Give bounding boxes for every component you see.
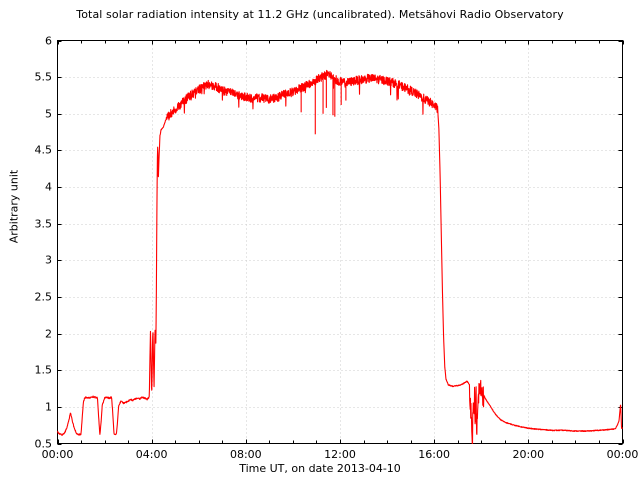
y-axis-tick-labels: 0.5 1 1.5 2 2.5 3 3.5 4 4.5 5 5.5 6 [0, 0, 53, 480]
x-tick-label: 08:00 [229, 448, 262, 461]
plot-frame [57, 40, 623, 444]
x-tick-label: 04:00 [135, 448, 168, 461]
y-tick-label: 5 [45, 107, 52, 121]
x-axis-label: Time UT, on date 2013-04-10 [239, 462, 401, 475]
y-tick-label: 6 [45, 34, 52, 47]
y-tick-label: 4.5 [34, 143, 53, 157]
data-series-layer [57, 69, 623, 445]
y-tick-label: 4 [45, 180, 52, 194]
x-axis-tick-labels: 00:00 04:00 08:00 12:00 16:00 20:00 00:00 [0, 448, 640, 468]
x-tick-label: 20:00 [512, 448, 545, 461]
y-tick-label: 1 [45, 400, 52, 414]
x-tick-label: 16:00 [418, 448, 450, 461]
x-tick-label: 00:00 [606, 448, 639, 461]
y-tick-label: 2 [45, 327, 52, 341]
y-tick-label: 1.5 [34, 363, 53, 377]
gridlines [57, 40, 623, 444]
chart-title: Total solar radiation intensity at 11.2 … [76, 8, 564, 21]
y-tick-label: 0.5 [34, 437, 53, 450]
x-tick-label: 00:00 [41, 448, 74, 461]
y-tick-label: 5.5 [34, 70, 53, 84]
y-tick-label: 3 [45, 253, 52, 267]
y-tick-label: 3.5 [34, 217, 53, 231]
x-tick-label: 12:00 [324, 448, 356, 461]
y-tick-label: 2.5 [34, 290, 53, 304]
